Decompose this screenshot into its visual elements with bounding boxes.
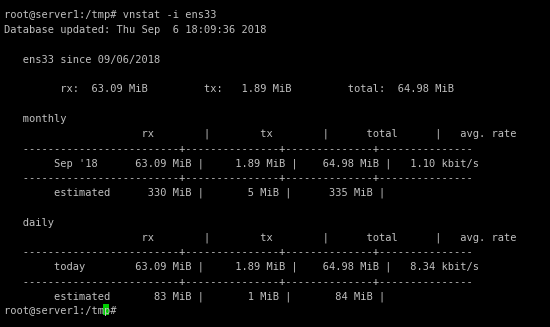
Text: -------------------------+---------------+--------------+---------------: -------------------------+--------------… [4, 173, 473, 183]
Text: estimated      330 MiB |       5 MiB |      335 MiB |: estimated 330 MiB | 5 MiB | 335 MiB | [4, 188, 385, 198]
Bar [103, 304, 108, 315]
Text: root@server1:/tmp# vnstat -i ens33: root@server1:/tmp# vnstat -i ens33 [4, 10, 217, 20]
Text: -------------------------+---------------+--------------+---------------: -------------------------+--------------… [4, 144, 473, 154]
Text: rx:  63.09 MiB         tx:   1.89 MiB         total:  64.98 MiB: rx: 63.09 MiB tx: 1.89 MiB total: 64.98 … [4, 84, 454, 95]
Text: monthly: monthly [4, 114, 67, 124]
Text: -------------------------+---------------+--------------+---------------: -------------------------+--------------… [4, 277, 473, 287]
Text: daily: daily [4, 217, 54, 228]
Text: rx        |        tx        |      total      |   avg. rate: rx | tx | total | avg. rate [4, 129, 516, 139]
Text: -------------------------+---------------+--------------+---------------: -------------------------+--------------… [4, 247, 473, 257]
Text: Sep '18      63.09 MiB |     1.89 MiB |    64.98 MiB |   1.10 kbit/s: Sep '18 63.09 MiB | 1.89 MiB | 64.98 MiB… [4, 158, 479, 169]
Text: root@server1:/tmp#: root@server1:/tmp# [4, 306, 123, 317]
Text: ens33 since 09/06/2018: ens33 since 09/06/2018 [4, 55, 160, 65]
Text: today        63.09 MiB |     1.89 MiB |    64.98 MiB |   8.34 kbit/s: today 63.09 MiB | 1.89 MiB | 64.98 MiB |… [4, 262, 479, 272]
Text: estimated       83 MiB |       1 MiB |       84 MiB |: estimated 83 MiB | 1 MiB | 84 MiB | [4, 291, 385, 302]
Text: Database updated: Thu Sep  6 18:09:36 2018: Database updated: Thu Sep 6 18:09:36 201… [4, 25, 267, 35]
Text: rx        |        tx        |      total      |   avg. rate: rx | tx | total | avg. rate [4, 232, 516, 243]
